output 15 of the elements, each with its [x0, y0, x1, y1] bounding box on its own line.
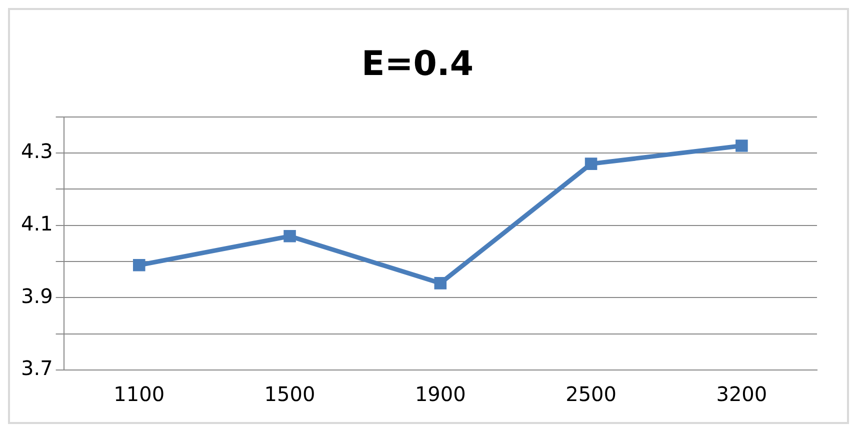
y-tick-label: 3.7 — [20, 356, 53, 380]
point — [132, 258, 146, 272]
point — [584, 158, 598, 170]
point — [284, 230, 296, 242]
x-tick-label: 3200 — [716, 382, 768, 406]
x-tick-label: 1900 — [414, 382, 466, 406]
y-tick-label: 4.3 — [20, 139, 53, 164]
x-tick-label: 1100 — [114, 382, 165, 406]
point — [736, 140, 748, 152]
x-tick-label: 1500 — [264, 382, 316, 406]
x-tick-label: 2500 — [566, 382, 616, 406]
y-tick-label: 3.9 — [20, 284, 53, 308]
y-tick-label: 4.1 — [20, 212, 53, 236]
chart-title: E=0.4 — [362, 44, 474, 84]
point — [434, 277, 447, 290]
